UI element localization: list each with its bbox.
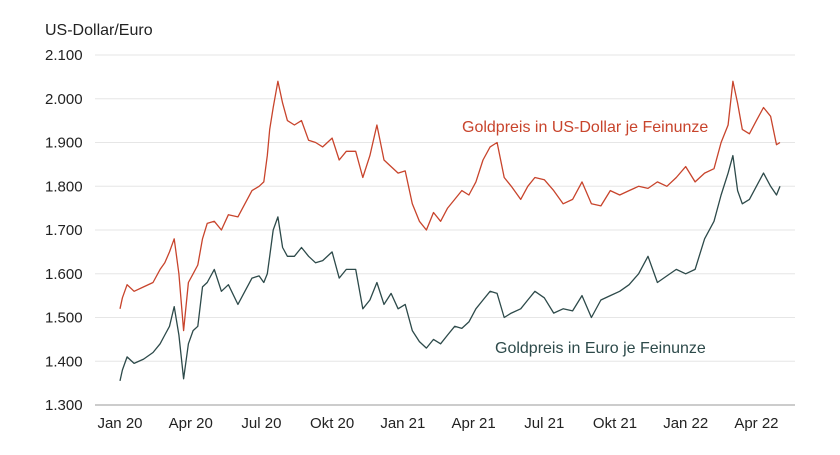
- series-label-usd: Goldpreis in US-Dollar je Feinunze: [462, 119, 708, 136]
- x-tick-label: Apr 22: [734, 415, 778, 432]
- x-tick-label: Jan 22: [663, 415, 708, 432]
- y-tick-label: 1.800: [45, 178, 83, 195]
- series-line-usd: [119, 80, 781, 332]
- y-tick-label: 1.600: [45, 266, 83, 283]
- x-tick-label: Apr 21: [451, 415, 495, 432]
- x-tick-labels: Jan 20 Apr 20 Jul 20 Okt 20 Jan 21 Apr 21 Jul …: [97, 415, 778, 432]
- y-tick-label: 1.500: [45, 310, 83, 327]
- series-line-eur: [119, 154, 781, 382]
- x-tick-label: Jan 21: [380, 415, 425, 432]
- y-tick-labels: 1.300 1.400 1.500 1.600 1.700 1.800 1.900 2.000…: [45, 47, 83, 414]
- y-tick-label: 1.900: [45, 135, 83, 152]
- series-label-eur: Goldpreis in Euro je Feinunze: [495, 340, 706, 357]
- x-tick-label: Jan 20: [97, 415, 142, 432]
- y-tick-label: 2.100: [45, 47, 83, 64]
- x-tick-label: Okt 20: [310, 415, 354, 432]
- x-tick-label: Jul 21: [524, 415, 564, 432]
- x-tick-label: Apr 20: [169, 415, 213, 432]
- x-tick-label: Jul 20: [241, 415, 281, 432]
- y-tick-label: 2.000: [45, 91, 83, 108]
- y-axis-label: US-Dollar/Euro: [45, 22, 153, 39]
- y-tick-label: 1.400: [45, 353, 83, 370]
- x-tick-label: Okt 21: [593, 415, 637, 432]
- y-tick-label: 1.300: [45, 397, 83, 414]
- y-tick-label: 1.700: [45, 222, 83, 239]
